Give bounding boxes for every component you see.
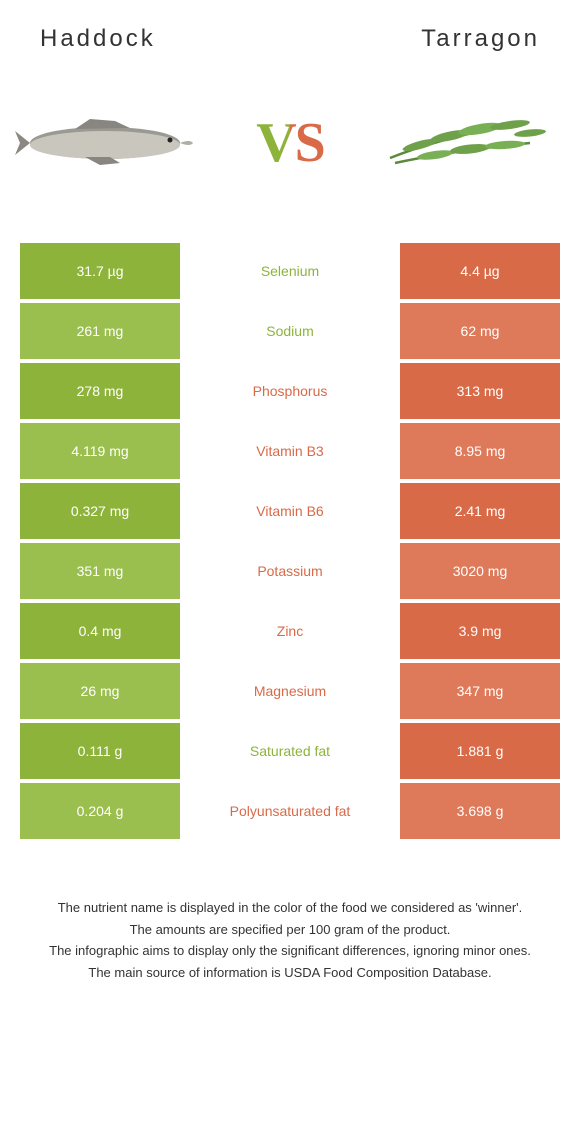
right-value: 3.9 mg bbox=[400, 603, 560, 659]
right-value: 62 mg bbox=[400, 303, 560, 359]
right-value: 8.95 mg bbox=[400, 423, 560, 479]
right-value: 4.4 µg bbox=[400, 243, 560, 299]
right-value: 1.881 g bbox=[400, 723, 560, 779]
nutrient-label: Polyunsaturated fat bbox=[180, 783, 400, 839]
table-row: 31.7 µgSelenium4.4 µg bbox=[20, 243, 560, 299]
haddock-image bbox=[10, 93, 210, 193]
table-row: 0.111 gSaturated fat1.881 g bbox=[20, 723, 560, 779]
left-value: 4.119 mg bbox=[20, 423, 180, 479]
nutrient-label: Potassium bbox=[180, 543, 400, 599]
left-value: 0.4 mg bbox=[20, 603, 180, 659]
nutrient-label: Zinc bbox=[180, 603, 400, 659]
nutrient-label: Magnesium bbox=[180, 663, 400, 719]
right-value: 347 mg bbox=[400, 663, 560, 719]
footer-line-4: The main source of information is USDA F… bbox=[30, 963, 550, 983]
table-row: 278 mgPhosphorus313 mg bbox=[20, 363, 560, 419]
left-food-title: Haddock bbox=[40, 25, 156, 53]
header: Haddock Tarragon bbox=[0, 0, 580, 53]
table-row: 26 mgMagnesium347 mg bbox=[20, 663, 560, 719]
fish-icon bbox=[15, 113, 205, 173]
left-value: 261 mg bbox=[20, 303, 180, 359]
left-value: 0.111 g bbox=[20, 723, 180, 779]
nutrient-label: Vitamin B3 bbox=[180, 423, 400, 479]
table-row: 4.119 mgVitamin B38.95 mg bbox=[20, 423, 560, 479]
right-value: 3020 mg bbox=[400, 543, 560, 599]
left-value: 31.7 µg bbox=[20, 243, 180, 299]
right-food-title: Tarragon bbox=[421, 25, 540, 53]
right-value: 313 mg bbox=[400, 363, 560, 419]
table-row: 0.327 mgVitamin B62.41 mg bbox=[20, 483, 560, 539]
footer-line-1: The nutrient name is displayed in the co… bbox=[30, 898, 550, 918]
left-value: 351 mg bbox=[20, 543, 180, 599]
footer-notes: The nutrient name is displayed in the co… bbox=[0, 843, 580, 982]
nutrient-table: 31.7 µgSelenium4.4 µg261 mgSodium62 mg27… bbox=[0, 243, 580, 839]
left-value: 0.204 g bbox=[20, 783, 180, 839]
herb-icon bbox=[380, 103, 560, 183]
table-row: 0.4 mgZinc3.9 mg bbox=[20, 603, 560, 659]
footer-line-2: The amounts are specified per 100 gram o… bbox=[30, 920, 550, 940]
vs-section: VS bbox=[0, 53, 580, 243]
right-value: 3.698 g bbox=[400, 783, 560, 839]
left-value: 0.327 mg bbox=[20, 483, 180, 539]
vs-label: VS bbox=[256, 111, 324, 175]
nutrient-label: Selenium bbox=[180, 243, 400, 299]
left-value: 278 mg bbox=[20, 363, 180, 419]
table-row: 261 mgSodium62 mg bbox=[20, 303, 560, 359]
footer-line-3: The infographic aims to display only the… bbox=[30, 941, 550, 961]
nutrient-label: Saturated fat bbox=[180, 723, 400, 779]
left-value: 26 mg bbox=[20, 663, 180, 719]
right-value: 2.41 mg bbox=[400, 483, 560, 539]
table-row: 351 mgPotassium3020 mg bbox=[20, 543, 560, 599]
table-row: 0.204 gPolyunsaturated fat3.698 g bbox=[20, 783, 560, 839]
nutrient-label: Sodium bbox=[180, 303, 400, 359]
tarragon-image bbox=[370, 93, 570, 193]
nutrient-label: Vitamin B6 bbox=[180, 483, 400, 539]
nutrient-label: Phosphorus bbox=[180, 363, 400, 419]
